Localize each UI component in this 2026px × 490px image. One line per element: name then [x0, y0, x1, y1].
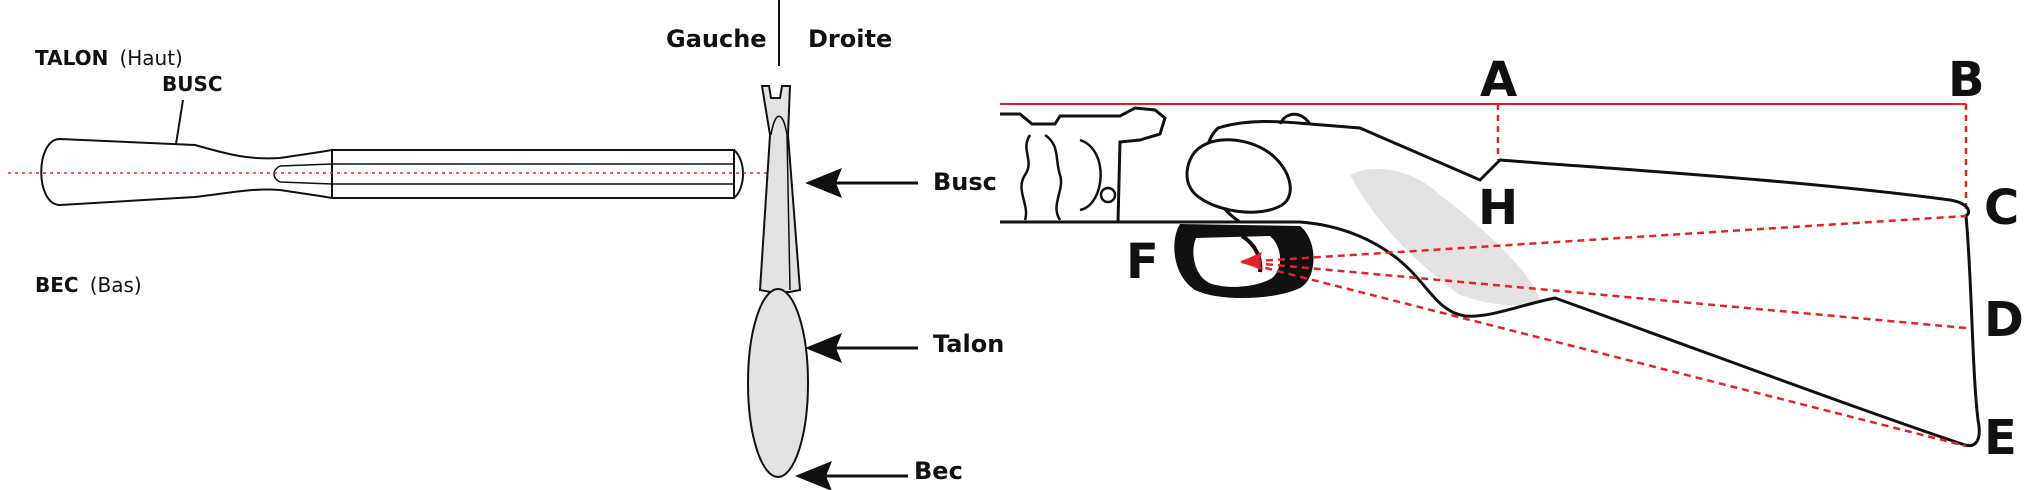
comb-ridge: [770, 115, 791, 291]
arrow-label-talon: Talon: [933, 330, 1004, 358]
measure-arrowheads: [1240, 252, 1264, 270]
arrow-bec: [795, 461, 908, 490]
arrow-talon: [805, 333, 918, 363]
measure-f-e: [1241, 260, 1967, 448]
stock-rear-body: [758, 85, 802, 293]
receiver-engraving: [1020, 133, 1102, 221]
receiver-pin: [1099, 186, 1117, 204]
lock-plate: [1185, 138, 1292, 214]
top-view-panel: TALON (Haut) BUSC BEC (Bas): [8, 46, 768, 297]
bec-title: BEC: [35, 273, 79, 297]
rear-view-panel: Gauche Droite Busc Talon Bec: [666, 0, 1004, 490]
measure-lines: [1241, 214, 1967, 448]
talon-label: TALON (Haut): [35, 46, 183, 70]
stock-side-outline: [1204, 120, 1981, 448]
busc-leader-line: [175, 99, 184, 145]
talon-note: (Haut): [119, 46, 182, 70]
trigger-guard-opening: [1193, 236, 1281, 287]
rib-inner-lines: [273, 163, 734, 185]
bec-note: (Bas): [90, 273, 142, 297]
gauche-label: Gauche: [666, 25, 767, 53]
point-c-label: C: [1984, 180, 2019, 236]
busc-label: BUSC: [162, 72, 223, 96]
side-view-panel: A B C D E F H: [1000, 52, 2024, 466]
arrow-busc: [805, 168, 918, 198]
droite-label: Droite: [808, 25, 892, 53]
point-e-label: E: [1984, 410, 2017, 466]
measure-f-d: [1241, 260, 1967, 330]
receiver-outline: [1000, 106, 1167, 224]
barrel-top-outline: [331, 149, 735, 199]
measure-f-c: [1241, 214, 1967, 264]
point-d-label: D: [1984, 292, 2024, 348]
stock-top-outline: [40, 137, 333, 207]
talon-title: TALON: [35, 46, 108, 70]
arrow-label-busc: Busc: [933, 168, 997, 196]
point-f-label: F: [1126, 234, 1159, 290]
point-h-label: H: [1478, 180, 1518, 236]
butt-plate-ellipse: [747, 288, 809, 478]
arrow-label-bec: Bec: [914, 457, 963, 485]
barrel-end-notch: [733, 149, 744, 199]
hammer-bump: [1278, 112, 1312, 125]
point-b-label: B: [1948, 52, 1985, 108]
point-a-label: A: [1480, 52, 1517, 108]
bec-label: BEC (Bas): [35, 273, 142, 297]
stock-shading: [1350, 168, 1540, 306]
